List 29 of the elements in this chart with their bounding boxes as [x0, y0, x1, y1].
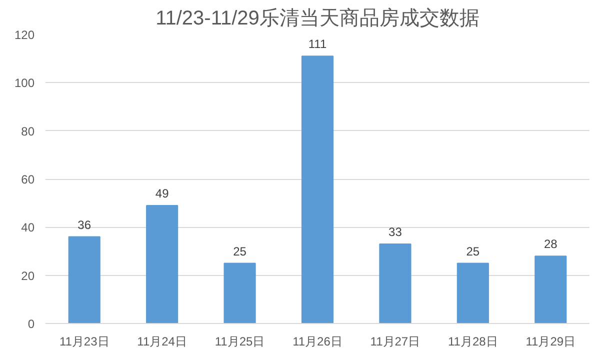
y-tick-label: 60 [21, 172, 35, 186]
x-tick-label: 11月27日 [370, 334, 420, 348]
x-tick-label: 11月26日 [292, 334, 342, 348]
x-tick-label: 11月28日 [448, 334, 498, 348]
chart-title: 11/23-11/29乐清当天商品房成交数据 [156, 8, 480, 30]
data-label: 111 [308, 37, 327, 52]
bar [146, 204, 178, 324]
y-tick-label: 0 [28, 317, 35, 331]
bar [68, 236, 100, 324]
data-label: 49 [155, 186, 170, 200]
y-tick-label: 100 [14, 76, 35, 90]
bar [301, 56, 334, 324]
x-tick-label: 11月25日 [214, 334, 265, 348]
x-tick-label: 11月29日 [526, 334, 576, 348]
data-label: 28 [544, 237, 558, 252]
x-tick-label: 11月24日 [137, 334, 187, 348]
data-label: 25 [466, 244, 480, 258]
data-label: 36 [78, 218, 92, 232]
bar [379, 244, 412, 324]
data-label: 25 [233, 244, 247, 258]
x-tick-label: 11月23日 [59, 334, 110, 348]
bar [456, 262, 489, 324]
y-tick-label: 20 [21, 268, 35, 283]
bar [534, 256, 567, 324]
y-tick-label: 80 [21, 124, 35, 138]
bar [224, 262, 256, 324]
y-tick-label: 40 [21, 220, 35, 235]
data-label: 33 [388, 225, 402, 240]
y-tick-label: 120 [14, 28, 35, 42]
